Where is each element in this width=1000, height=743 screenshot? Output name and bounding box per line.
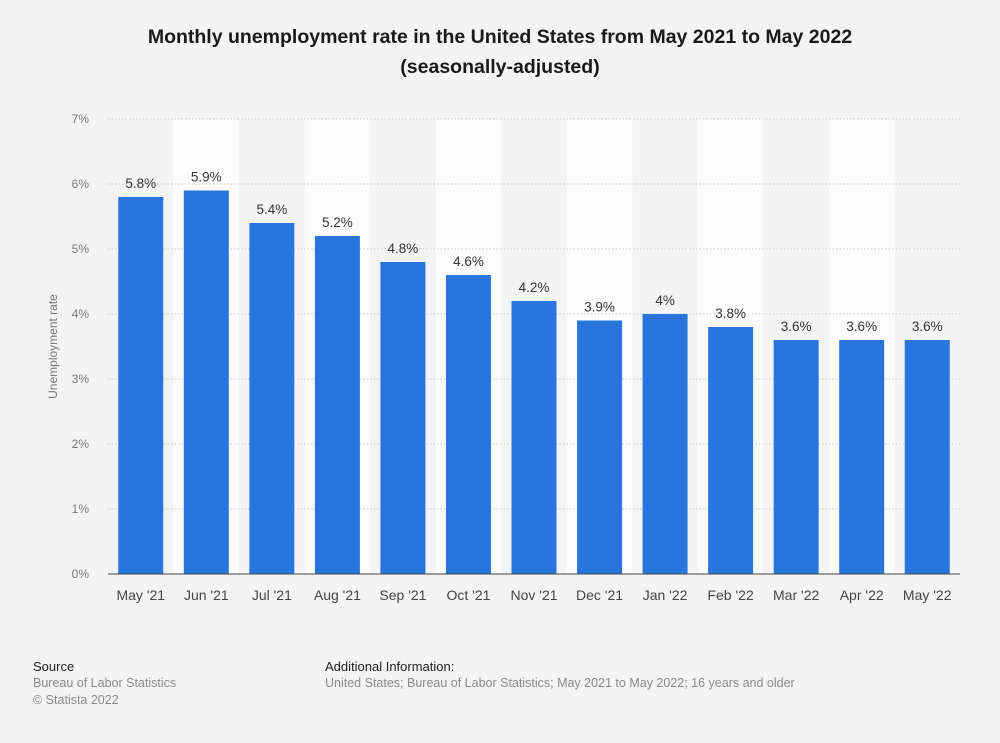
x-tick-label: Aug '21 [314, 587, 361, 603]
source-line-2: © Statista 2022 [33, 693, 119, 707]
bar [904, 340, 950, 574]
x-tick-label: Jul '21 [252, 587, 292, 603]
additional-info-heading: Additional Information: [325, 659, 455, 674]
y-tick-label: 0% [72, 567, 90, 581]
bar [249, 223, 295, 574]
x-tick-label: Dec '21 [576, 587, 623, 603]
y-tick-label: 3% [72, 372, 90, 386]
y-tick-label: 5% [72, 242, 90, 256]
x-tick-labels: May '21 Jun '21 Jul '21 Aug '21 Sep '21 Oct '… [116, 587, 951, 603]
bar-value-label: 5.4% [256, 202, 287, 217]
bar-value-label: 5.9% [191, 170, 222, 185]
x-tick-label: Feb '22 [707, 587, 753, 603]
bar [773, 340, 819, 574]
x-tick-label: Nov '21 [510, 587, 557, 603]
bar [642, 314, 688, 574]
bar [118, 197, 164, 574]
additional-info-block: Additional Information: United States; B… [325, 658, 795, 692]
x-tick-label: May '21 [116, 587, 165, 603]
chart-title-line-1: Monthly unemployment rate in the United … [147, 26, 853, 48]
bar [577, 320, 623, 574]
source-heading: Source [33, 659, 75, 674]
x-tick-label: Mar '22 [773, 587, 819, 603]
x-tick-label: Oct '21 [447, 587, 491, 603]
bar-value-label: 3.9% [584, 300, 615, 315]
x-tick-label: Jan '22 [643, 587, 688, 603]
bar-value-label: 3.6% [912, 319, 943, 334]
y-axis-label: Unemployment rate [46, 294, 60, 399]
bar-value-label: 5.8% [125, 176, 156, 191]
y-tick-label: 1% [72, 502, 90, 516]
y-tick-label: 2% [72, 437, 90, 451]
x-tick-label: Apr '22 [840, 587, 884, 603]
bar [183, 190, 229, 574]
chart-title: Monthly unemployment rate in the United … [0, 22, 1000, 82]
bar [380, 262, 426, 574]
bar-value-label: 3.6% [781, 319, 812, 334]
y-tick-labels: 0% 1% 2% 3% 4% 5% 6% 7% [72, 112, 90, 581]
chart-title-line-2: (seasonally-adjusted) [400, 56, 600, 78]
x-tick-label: May '22 [903, 587, 952, 603]
bar [314, 236, 360, 574]
x-tick-label: Sep '21 [379, 587, 426, 603]
x-tick-label: Jun '21 [184, 587, 229, 603]
source-line-1: Bureau of Labor Statistics [33, 676, 177, 690]
y-tick-label: 6% [72, 177, 90, 191]
bars [118, 190, 950, 574]
bar-value-label: 4.8% [388, 241, 419, 256]
bar-value-label: 5.2% [322, 215, 353, 230]
additional-info-text: United States; Bureau of Labor Statistic… [325, 676, 795, 690]
bar-value-label: 3.8% [715, 306, 746, 321]
bar-value-label: 4.2% [519, 280, 550, 295]
bar [708, 327, 754, 574]
value-labels: 5.8% 5.9% 5.4% 5.2% 4.8% 4.6% 4.2% 3.9% 4% 3.8% 3.… [125, 170, 942, 335]
bar [445, 275, 491, 574]
bar-value-label: 4.6% [453, 254, 484, 269]
bar-value-label: 3.6% [846, 319, 877, 334]
bar-value-label: 4% [655, 293, 675, 308]
bar [511, 301, 557, 574]
bar [839, 340, 885, 574]
y-tick-label: 4% [72, 307, 90, 321]
source-block: Source Bureau of Labor Statistics © Stat… [33, 658, 176, 709]
y-tick-label: 7% [72, 112, 90, 126]
